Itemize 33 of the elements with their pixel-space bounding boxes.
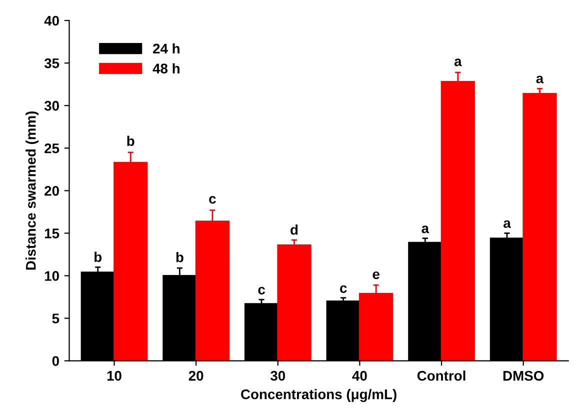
- y-tick-label: 10: [44, 271, 59, 281]
- x-tick-label: Control: [417, 370, 466, 381]
- annotation: e: [372, 271, 380, 280]
- y-tick-label: 40: [44, 16, 59, 26]
- y-tick-label: 30: [44, 100, 59, 111]
- legend-label: 48 h: [152, 63, 180, 74]
- annotation: c: [340, 285, 347, 293]
- bar: [277, 244, 312, 361]
- annotation: c: [209, 196, 216, 204]
- x-axis-title: Concentrations (μg/mL): [241, 389, 396, 402]
- annotation: a: [454, 58, 462, 66]
- annotation: d: [290, 224, 298, 235]
- annotation: a: [422, 226, 430, 234]
- legend-label: 24 h: [153, 43, 180, 54]
- annotation: a: [536, 76, 544, 84]
- y-tick-label: 25: [44, 143, 60, 154]
- x-tick-label: 10: [107, 370, 122, 381]
- x-tick-label: 20: [188, 370, 204, 381]
- annotation: b: [176, 252, 184, 262]
- y-axis-title: Distance swarmed (mm): [26, 111, 39, 270]
- annotation: c: [258, 286, 265, 294]
- annotation: a: [504, 220, 511, 228]
- x-tick-label: 30: [270, 370, 286, 381]
- x-tick-label: DMSO: [503, 370, 544, 381]
- y-tick-label: 20: [44, 186, 59, 196]
- bar: [522, 92, 557, 361]
- y-tick-label: 0: [52, 356, 59, 366]
- x-tick-label: 40: [352, 370, 367, 381]
- y-tick-label: 35: [44, 58, 60, 68]
- y-tick-label: 15: [44, 228, 60, 238]
- annotation: b: [127, 136, 134, 146]
- y-tick-label: 5: [52, 314, 60, 324]
- annotation: b: [94, 252, 102, 262]
